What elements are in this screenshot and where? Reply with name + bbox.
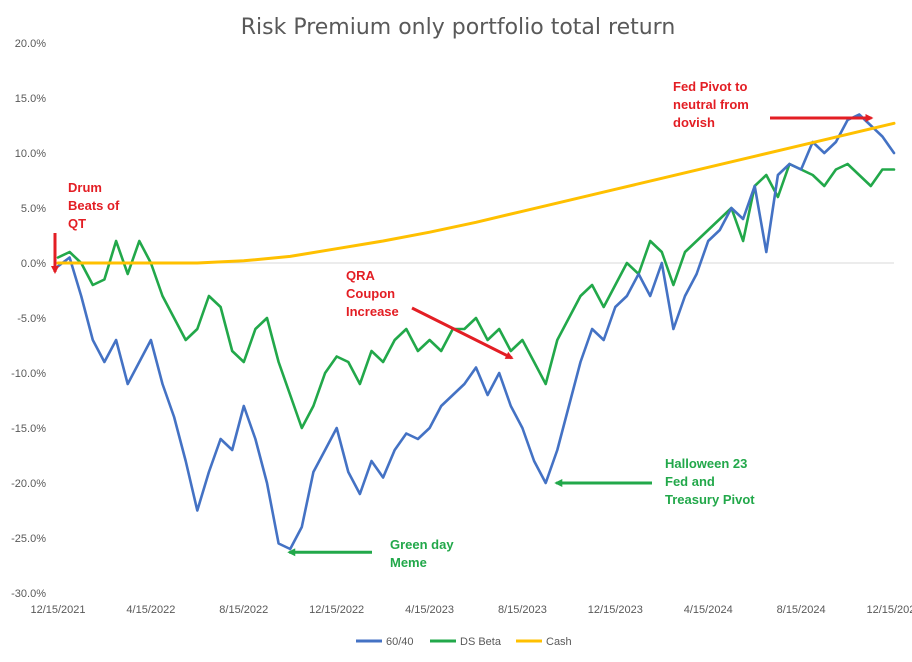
x-tick-label: 8/15/2024 (777, 604, 826, 616)
annotation-text: Coupon (346, 286, 395, 301)
y-tick-label: 0.0% (21, 258, 46, 270)
annotation-text: Fed Pivot to (673, 79, 747, 94)
legend-label: DS Beta (460, 636, 502, 648)
y-tick-label: 5.0% (21, 203, 46, 215)
annotation-text: Treasury Pivot (665, 492, 755, 507)
x-tick-label: 12/15/2024 (866, 604, 912, 616)
annotation-text: neutral from (673, 97, 749, 112)
legend-label: 60/40 (386, 636, 414, 648)
annotation-text: QRA (346, 268, 376, 283)
series-line-ds-beta (56, 162, 896, 430)
chart-title: Risk Premium only portfolio total return (241, 15, 676, 40)
x-tick-label: 8/15/2022 (219, 604, 268, 616)
x-tick-label: 12/15/2022 (309, 604, 364, 616)
y-tick-label: 20.0% (15, 38, 46, 50)
legend: 60/40 DS Beta Cash (356, 636, 572, 648)
annotation-0: Drum Beats of QT (51, 180, 120, 274)
y-tick-label: -30.0% (11, 588, 46, 600)
legend-item: DS Beta (430, 636, 502, 648)
legend-item: Cash (516, 636, 572, 648)
x-tick-label: 4/15/2022 (126, 604, 175, 616)
annotation-4: Halloween 23 Fed and Treasury Pivot (554, 456, 755, 507)
y-tick-label: -10.0% (11, 368, 46, 380)
x-tick-label: 12/15/2023 (588, 604, 643, 616)
annotation-text: Halloween 23 (665, 456, 747, 471)
y-tick-label: 10.0% (15, 148, 46, 160)
y-tick-label: 15.0% (15, 93, 46, 105)
legend-label: Cash (546, 636, 572, 648)
y-tick-label: -5.0% (17, 313, 46, 325)
y-tick-label: -15.0% (11, 423, 46, 435)
x-tick-label: 12/15/2021 (30, 604, 85, 616)
annotation-3: Green day Meme (287, 537, 454, 570)
legend-item: 60/40 (356, 636, 414, 648)
annotation-text: dovish (673, 115, 715, 130)
annotation-text: Increase (346, 304, 399, 319)
annotation-2: Fed Pivot to neutral from dovish (673, 79, 874, 130)
annotation-1: QRA Coupon Increase (346, 268, 514, 360)
annotation-layer: Drum Beats of QT QRA Coupon Increase Fed Pivot… (51, 79, 874, 570)
series-line-60-40 (56, 113, 896, 551)
y-tick-label: -20.0% (11, 478, 46, 490)
annotation-text: QT (68, 216, 86, 231)
annotation-text: Meme (390, 555, 427, 570)
annotation-text: Beats of (68, 198, 120, 213)
x-tick-label: 4/15/2023 (405, 604, 454, 616)
annotation-text: Green day (390, 537, 454, 552)
series-layer (56, 113, 896, 551)
annotation-text: Drum (68, 180, 102, 195)
annotation-text: Fed and (665, 474, 715, 489)
x-tick-label: 4/15/2024 (684, 604, 733, 616)
y-axis: 20.0% 15.0% 10.0% 5.0% 0.0% -5.0% -10.0% -15.0%… (11, 38, 46, 600)
x-axis: 12/15/2021 4/15/2022 8/15/2022 12/15/2022 4/… (30, 604, 912, 616)
annotation-arrow (411, 306, 514, 360)
y-tick-label: -25.0% (11, 533, 46, 545)
series-line-cash (56, 121, 896, 265)
x-tick-label: 8/15/2023 (498, 604, 547, 616)
